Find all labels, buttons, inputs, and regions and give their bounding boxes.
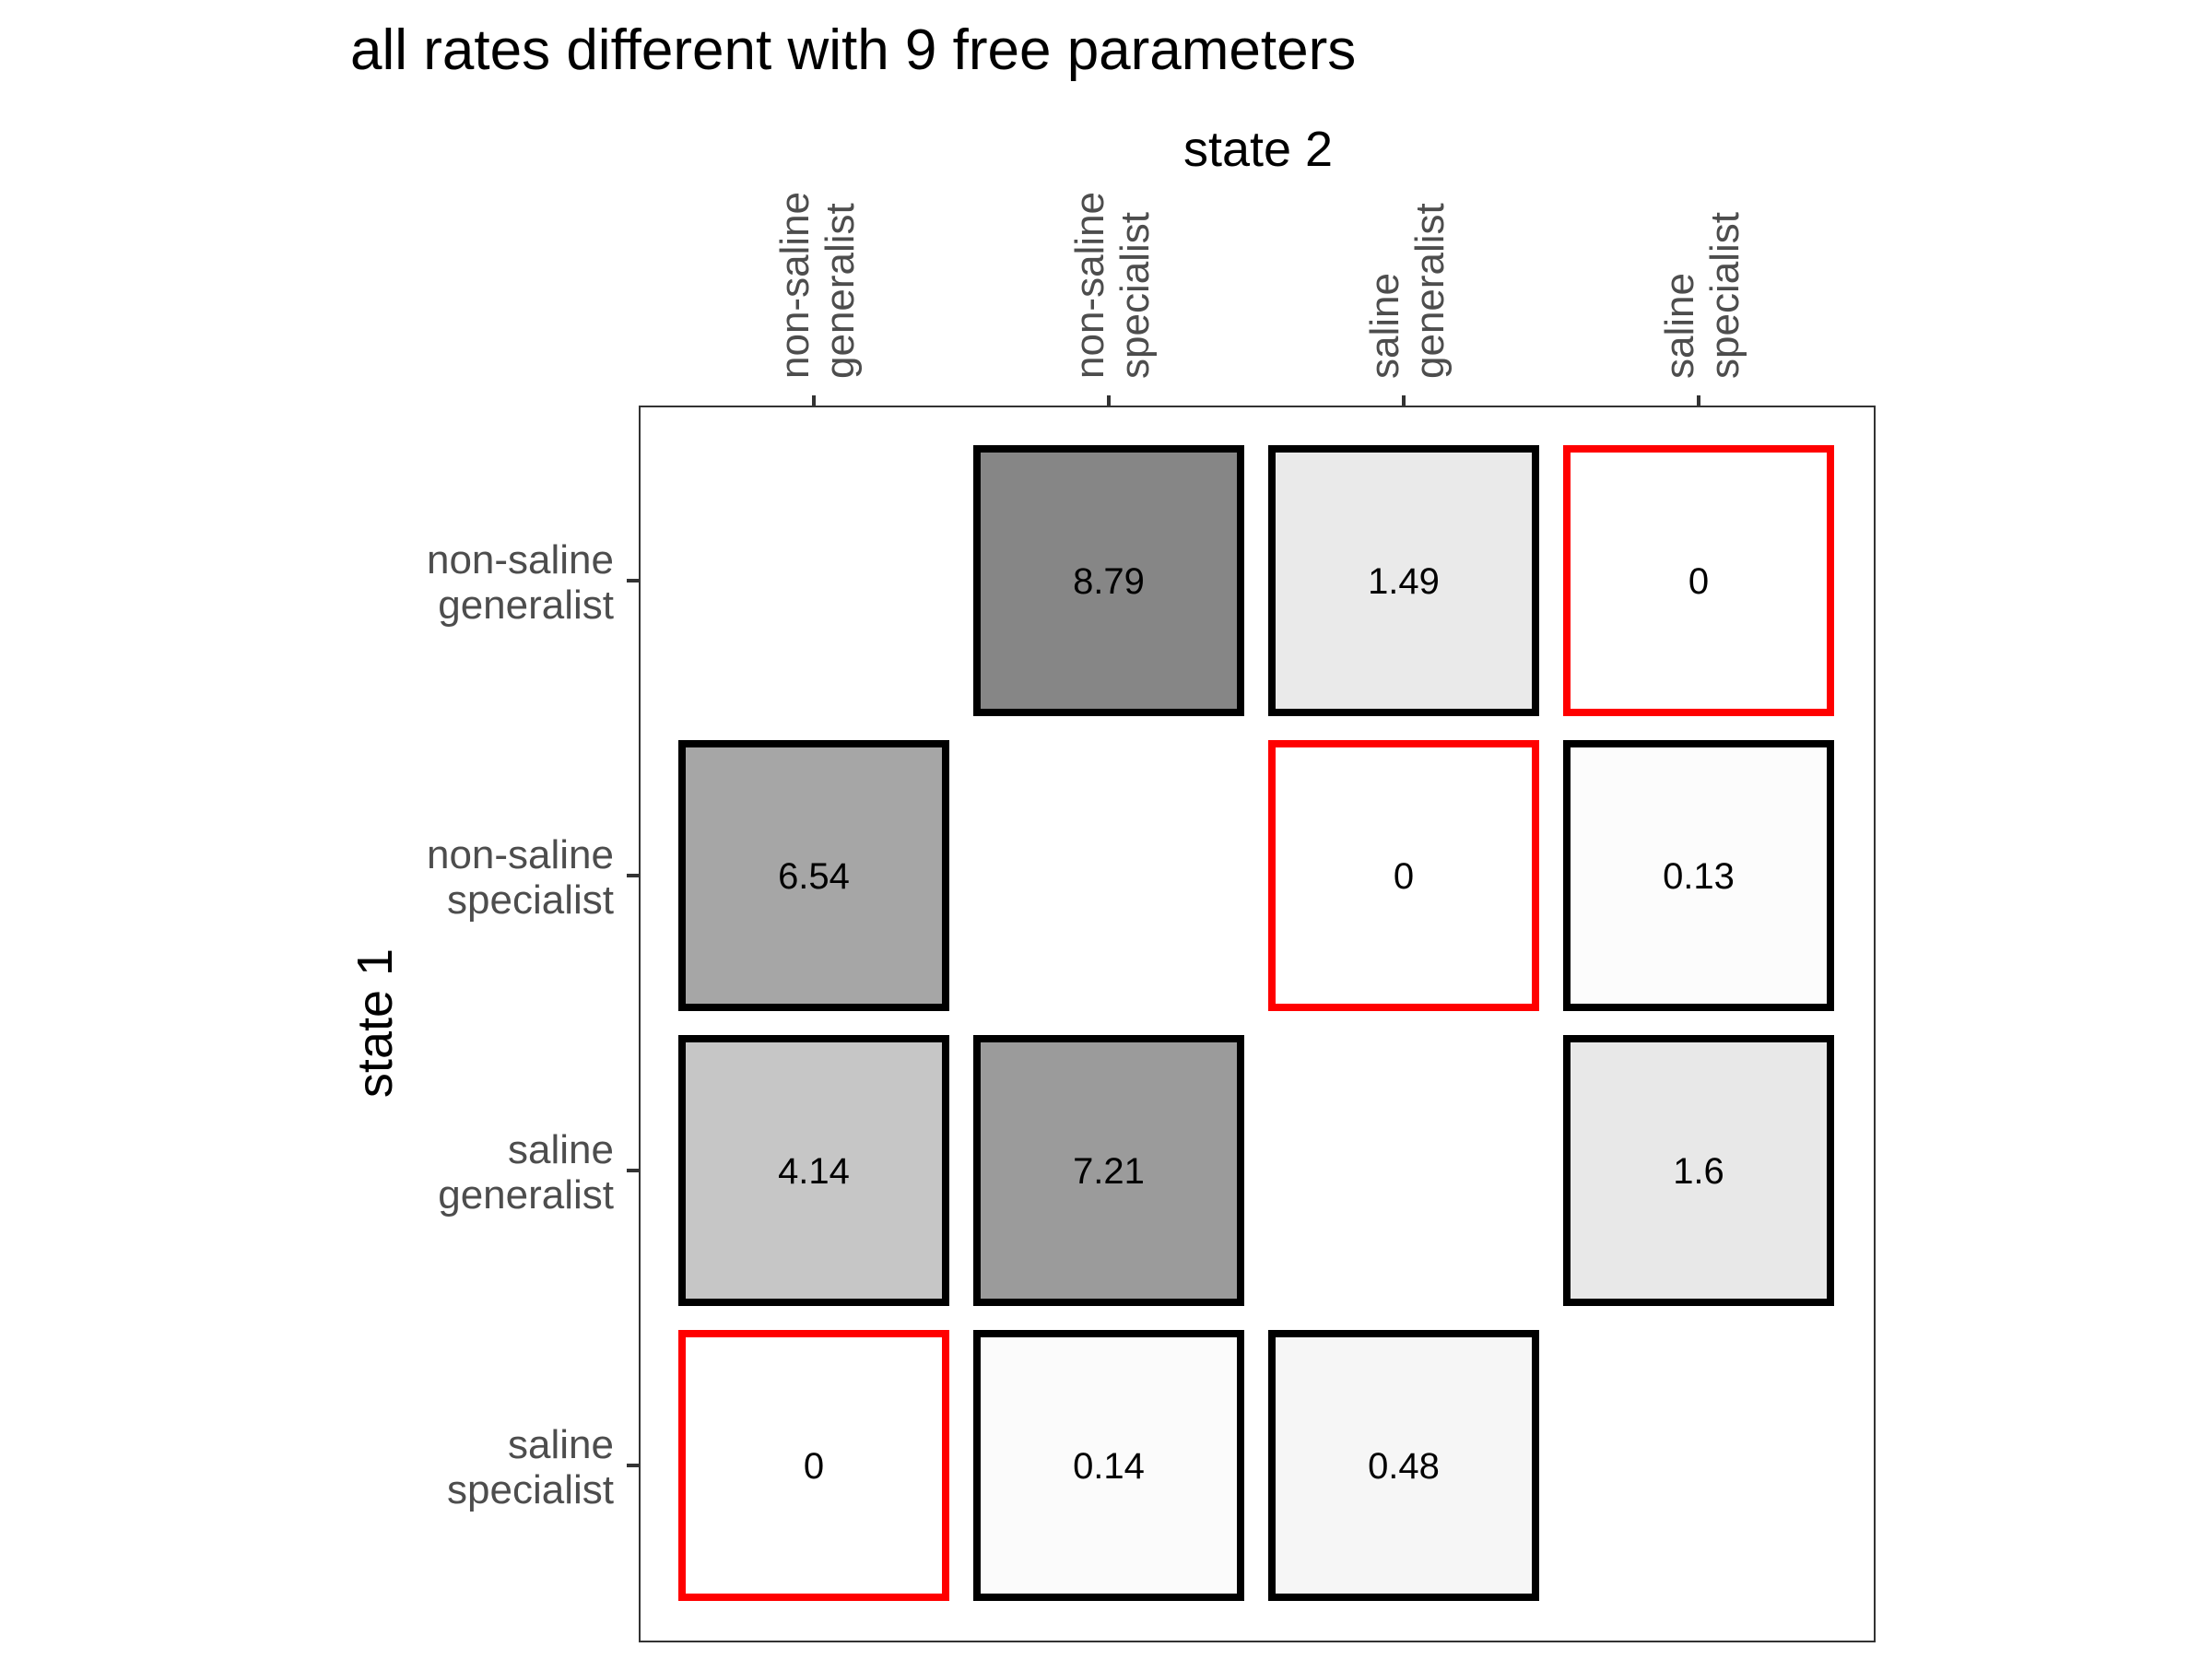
y-tick-label: non-saline specialist [427, 832, 614, 923]
y-tick-label-line: generalist [438, 1172, 614, 1218]
heatmap-cell: 6.54 [678, 740, 949, 1011]
cell-value-label: 0.14 [1073, 1446, 1145, 1487]
rate-cell-box [1563, 1035, 1834, 1306]
panel-border [639, 406, 1876, 1642]
x-tick-label-line: non-saline [772, 192, 818, 379]
x-tick-label-line: generalist [1407, 203, 1453, 379]
cell-value-label: 1.49 [1368, 561, 1440, 602]
cell-value-label: 0.48 [1368, 1446, 1440, 1487]
x-tick-label-line: non-saline [1067, 192, 1112, 379]
y-tick-label: saline generalist [438, 1127, 614, 1218]
cell-value-label: 6.54 [778, 856, 850, 897]
y-tick-label-line: generalist [438, 582, 614, 628]
heatmap-cell: 7.21 [973, 1035, 1244, 1306]
x-tick-label: salinegeneralist [1362, 203, 1453, 379]
rate-cell-box [1268, 445, 1539, 716]
heatmap-cells: 8.79 1.49 0 6.54 0 0.13 4.14 7.21 1.6 0 0.14 0.48 [678, 445, 1834, 1601]
rate-cell-box [973, 1330, 1244, 1601]
zero-rate-cell-box [1563, 445, 1834, 716]
y-tick-label-line: saline [508, 1127, 614, 1172]
rate-cell-box [973, 1035, 1244, 1306]
heatmap-cell: 8.79 [973, 445, 1244, 716]
y-tick-label-line: non-saline [427, 832, 614, 877]
rate-cell-box [1563, 740, 1834, 1011]
cell-value-label: 0 [1394, 856, 1414, 897]
heatmap-cell: 4.14 [678, 1035, 949, 1306]
rate-cell-box [1268, 1330, 1539, 1601]
heatmap-cell: 0.14 [973, 1330, 1244, 1601]
cell-value-label: 0.13 [1663, 856, 1735, 897]
heatmap-cell: 0 [1268, 740, 1539, 1011]
y-tick-label-line: saline [508, 1422, 614, 1467]
y-tick-label-line: specialist [447, 1467, 614, 1512]
x-tick-label-line: saline [1657, 273, 1702, 379]
axis-tick-labels: non-salinegeneralist non-salinespecialist… [427, 192, 1747, 1512]
cell-value-label: 4.14 [778, 1151, 850, 1192]
y-tick-label: saline specialist [447, 1422, 614, 1512]
heatmap-cell: 1.49 [1268, 445, 1539, 716]
heatmap-cell: 1.6 [1563, 1035, 1834, 1306]
zero-rate-cell-box [1268, 740, 1539, 1011]
axis-ticks [627, 395, 1700, 1467]
heatmap-cell: 0 [1563, 445, 1834, 716]
x-axis-title: state 2 [1183, 122, 1333, 177]
heatmap-cell: 0.48 [1268, 1330, 1539, 1601]
y-tick-label-line: specialist [447, 877, 614, 923]
heatmap-cell: 0 [678, 1330, 949, 1601]
cell-value-label: 8.79 [1073, 561, 1145, 602]
rate-cell-box [973, 445, 1244, 716]
y-tick-label-line: non-saline [427, 537, 614, 582]
chart-title: all rates different with 9 free paramete… [350, 18, 1356, 82]
rate-cell-box [678, 740, 949, 1011]
heatmap-cell: 0.13 [1563, 740, 1834, 1011]
cell-value-label: 7.21 [1073, 1151, 1145, 1192]
y-axis-title: state 1 [347, 948, 403, 1098]
rate-cell-box [678, 1035, 949, 1306]
x-tick-label-line: saline [1362, 273, 1407, 379]
cell-value-label: 1.6 [1673, 1151, 1724, 1192]
zero-rate-cell-box [678, 1330, 949, 1601]
x-tick-label: non-salinespecialist [1067, 192, 1158, 379]
y-tick-label: non-saline generalist [427, 537, 614, 628]
x-tick-label: salinespecialist [1657, 212, 1747, 379]
cell-value-label: 0 [1688, 561, 1709, 602]
cell-value-label: 0 [804, 1446, 824, 1487]
x-tick-label: non-salinegeneralist [772, 192, 863, 379]
x-tick-label-line: generalist [818, 203, 863, 379]
x-tick-label-line: specialist [1112, 212, 1158, 379]
x-tick-label-line: specialist [1702, 212, 1747, 379]
